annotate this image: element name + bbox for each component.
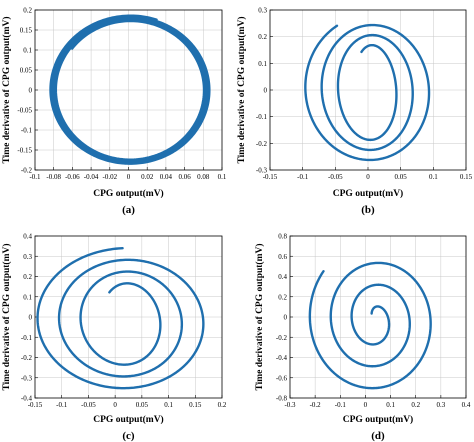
x-tick-label: 0.06 <box>178 173 191 181</box>
x-tick-label: 0.1 <box>164 401 173 409</box>
plot-frame <box>269 9 467 171</box>
chart-panel: -0.15 -0.1 -0.05 0 0.05 0.1 0.15 0.3 0.2 0.1 0 -0.1… <box>236 7 473 217</box>
x-tick-label: -0.2 <box>310 401 322 409</box>
y-tick-label: -0.8 <box>276 395 288 403</box>
y-tick-label: 0.2 <box>23 273 32 281</box>
panel-label: (b) <box>361 204 375 216</box>
y-tick-label: 0.2 <box>278 293 287 301</box>
y-axis-label: Time derivative of CPG output(mV) <box>1 243 12 390</box>
y-tick-label: 0.2 <box>23 7 32 15</box>
x-tick-label: -0.3 <box>284 401 296 409</box>
x-tick-label: -0.15 <box>28 401 43 409</box>
y-tick-label: 0.1 <box>23 293 32 301</box>
x-tick-label: 0.2 <box>218 401 227 409</box>
y-tick-label: -0.2 <box>21 167 33 175</box>
trajectory-line <box>304 23 431 162</box>
x-tick-label: 0.4 <box>462 401 471 409</box>
x-axis-label: CPG output(mV) <box>93 414 163 425</box>
y-axis-label: Time derivative of CPG output(mV) <box>236 16 247 163</box>
y-tick-label: 0.8 <box>278 233 287 241</box>
x-tick-label: 0.3 <box>436 401 445 409</box>
x-tick-label: 0 <box>127 173 131 181</box>
x-axis-label: CPG output(mV) <box>333 188 403 199</box>
x-tick-label: -0.1 <box>335 401 347 409</box>
x-tick-label: 0.15 <box>460 173 473 181</box>
x-tick-label: 0.05 <box>136 401 149 409</box>
x-tick-label: 0.05 <box>395 173 408 181</box>
plot-frame <box>34 9 223 171</box>
y-tick-label: -0.15 <box>17 147 32 155</box>
y-tick-label: -0.4 <box>21 395 33 403</box>
y-tick-label: -0.1 <box>21 127 33 135</box>
y-tick-label: 0.3 <box>23 253 32 261</box>
y-tick-label: -0.3 <box>256 167 268 175</box>
chart-panel: -0.3 -0.2 -0.1 0 0.1 0.2 0.3 0.4 0.8 0.6 0.4 0.2 0 -0… <box>254 233 471 442</box>
trajectory-line <box>49 14 211 165</box>
x-tick-label: 0.1 <box>429 173 438 181</box>
panel-label: (d) <box>371 430 385 442</box>
x-tick-label: -0.05 <box>328 173 343 181</box>
y-tick-label: -0.2 <box>256 140 268 148</box>
x-tick-label: 0.1 <box>218 173 227 181</box>
y-tick-label: 0.2 <box>258 33 267 41</box>
x-tick-label: 0.02 <box>141 173 154 181</box>
y-tick-label: 0 <box>284 314 288 322</box>
x-tick-label: 0.15 <box>189 401 202 409</box>
y-tick-label: -0.2 <box>21 354 33 362</box>
y-tick-label: -0.1 <box>21 334 33 342</box>
y-tick-label: 0.4 <box>278 273 287 281</box>
panel-label: (c) <box>122 430 135 442</box>
x-tick-label: 0 <box>113 401 117 409</box>
y-tick-label: 0.3 <box>258 7 267 15</box>
plot-frame <box>289 235 467 399</box>
x-tick-label: -0.08 <box>46 173 61 181</box>
trajectory-line <box>36 246 205 390</box>
x-tick-label: -0.04 <box>84 173 99 181</box>
x-tick-label: -0.1 <box>297 173 309 181</box>
panel-label: (a) <box>122 204 135 216</box>
x-tick-label: 0.1 <box>386 401 395 409</box>
y-tick-label: 0.6 <box>278 253 287 261</box>
y-tick-label: 0.1 <box>23 47 32 55</box>
x-tick-label: -0.1 <box>56 401 68 409</box>
y-tick-label: 0.1 <box>258 60 267 68</box>
y-tick-label: -0.6 <box>276 374 288 382</box>
x-tick-label: 0.2 <box>411 401 420 409</box>
x-tick-label: -0.05 <box>81 401 96 409</box>
y-tick-label: 0 <box>29 314 33 322</box>
x-tick-label: 0.04 <box>160 173 173 181</box>
y-tick-label: 0 <box>264 87 268 95</box>
x-tick-label: 0.08 <box>197 173 210 181</box>
x-tick-label: -0.06 <box>65 173 80 181</box>
y-tick-label: -0.2 <box>276 334 288 342</box>
y-tick-label: -0.3 <box>21 374 33 382</box>
y-tick-label: -0.05 <box>17 107 32 115</box>
x-tick-label: 0 <box>366 173 370 181</box>
x-tick-label: -0.1 <box>29 173 41 181</box>
y-tick-label: 0.05 <box>20 67 33 75</box>
y-tick-label: 0.15 <box>20 27 33 35</box>
plot-frame <box>34 235 223 399</box>
x-tick-label: -0.15 <box>263 173 278 181</box>
y-tick-label: 0 <box>29 87 33 95</box>
y-axis-label: Time derivative of CPG output(mV) <box>1 16 12 163</box>
chart-panel: -0.15 -0.1 -0.05 0 0.05 0.1 0.15 0.2 0.4 0.3 0.2 0.… <box>1 233 227 442</box>
x-axis-label: CPG output(mV) <box>343 414 413 425</box>
y-axis-label: Time derivative of CPG output(mV) <box>254 243 265 390</box>
x-tick-label: -0.02 <box>103 173 118 181</box>
chart-panel: -0.1 -0.08 -0.06 -0.04 -0.02 0 0.02 0.04 0.06 0.0… <box>1 7 227 217</box>
y-tick-label: 0.4 <box>23 233 32 241</box>
y-tick-label: -0.4 <box>276 354 288 362</box>
x-tick-label: 0 <box>364 401 368 409</box>
x-axis-label: CPG output(mV) <box>93 188 163 199</box>
trajectory-line <box>308 261 432 390</box>
y-tick-label: -0.1 <box>256 113 268 121</box>
